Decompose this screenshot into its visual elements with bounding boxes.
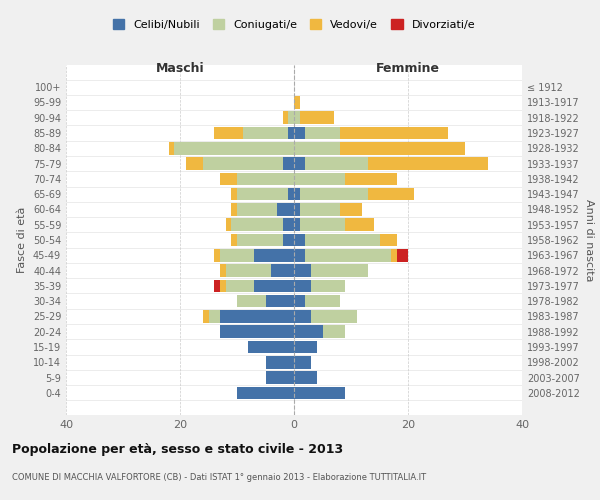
Bar <box>226 264 271 277</box>
Legend: Celibi/Nubili, Coniugati/e, Vedovi/e, Divorziati/e: Celibi/Nubili, Coniugati/e, Vedovi/e, Di… <box>109 14 479 34</box>
Bar <box>300 218 346 231</box>
Bar <box>283 218 294 231</box>
Bar <box>294 340 317 353</box>
Bar <box>232 203 237 215</box>
Bar <box>265 295 294 308</box>
Bar <box>294 310 311 322</box>
Bar <box>391 249 397 262</box>
Bar <box>294 249 305 262</box>
Bar <box>368 158 488 170</box>
Bar <box>283 234 294 246</box>
Bar <box>283 158 294 170</box>
Y-axis label: Fasce di età: Fasce di età <box>17 207 27 273</box>
Bar <box>248 340 294 353</box>
Bar <box>237 188 289 200</box>
Bar <box>294 96 300 108</box>
Bar <box>265 372 294 384</box>
Bar <box>294 326 323 338</box>
Bar <box>294 188 300 200</box>
Bar <box>271 264 294 277</box>
Bar <box>300 112 334 124</box>
Bar <box>186 158 203 170</box>
Bar <box>220 172 237 185</box>
Bar <box>243 127 289 140</box>
Bar <box>294 218 300 231</box>
Bar <box>237 386 294 399</box>
Bar <box>220 249 254 262</box>
Bar <box>294 295 305 308</box>
Bar <box>254 249 294 262</box>
Bar <box>289 112 294 124</box>
Bar <box>340 127 448 140</box>
Bar <box>254 280 294 292</box>
Text: Popolazione per età, sesso e stato civile - 2013: Popolazione per età, sesso e stato civil… <box>12 442 343 456</box>
Bar <box>294 234 305 246</box>
Bar <box>232 188 237 200</box>
Bar <box>220 326 294 338</box>
Bar <box>300 188 368 200</box>
Bar <box>311 280 346 292</box>
Bar <box>220 310 294 322</box>
Bar <box>237 172 294 185</box>
Bar <box>294 172 346 185</box>
Bar <box>305 158 368 170</box>
Bar <box>340 142 465 154</box>
Bar <box>203 310 209 322</box>
Bar <box>209 310 220 322</box>
Bar <box>294 280 311 292</box>
Bar <box>294 203 300 215</box>
Text: COMUNE DI MACCHIA VALFORTORE (CB) - Dati ISTAT 1° gennaio 2013 - Elaborazione TU: COMUNE DI MACCHIA VALFORTORE (CB) - Dati… <box>12 472 426 482</box>
Bar <box>368 188 414 200</box>
Bar <box>305 127 340 140</box>
Bar <box>294 356 311 368</box>
Bar <box>305 295 340 308</box>
Bar <box>169 142 175 154</box>
Bar <box>283 112 289 124</box>
Bar <box>323 326 346 338</box>
Bar <box>226 218 232 231</box>
Bar <box>305 249 391 262</box>
Bar <box>277 203 294 215</box>
Bar <box>294 112 300 124</box>
Bar <box>237 203 277 215</box>
Bar <box>300 203 340 215</box>
Bar <box>232 218 283 231</box>
Bar <box>226 280 254 292</box>
Bar <box>175 142 294 154</box>
Bar <box>289 188 294 200</box>
Bar <box>237 295 265 308</box>
Bar <box>203 158 283 170</box>
Bar <box>311 310 357 322</box>
Bar <box>220 264 226 277</box>
Bar <box>214 127 242 140</box>
Bar <box>305 234 380 246</box>
Bar <box>232 234 237 246</box>
Bar <box>294 264 311 277</box>
Text: Maschi: Maschi <box>155 62 205 75</box>
Bar <box>214 249 220 262</box>
Text: Femmine: Femmine <box>376 62 440 75</box>
Bar <box>340 203 362 215</box>
Bar <box>214 280 220 292</box>
Y-axis label: Anni di nascita: Anni di nascita <box>584 198 593 281</box>
Bar <box>294 142 340 154</box>
Bar <box>265 356 294 368</box>
Bar <box>346 172 397 185</box>
Bar <box>294 372 317 384</box>
Bar <box>294 127 305 140</box>
Bar <box>294 158 305 170</box>
Bar <box>294 386 346 399</box>
Bar <box>289 127 294 140</box>
Bar <box>220 280 226 292</box>
Bar <box>346 218 374 231</box>
Bar <box>237 234 283 246</box>
Bar <box>397 249 408 262</box>
Bar <box>380 234 397 246</box>
Bar <box>311 264 368 277</box>
